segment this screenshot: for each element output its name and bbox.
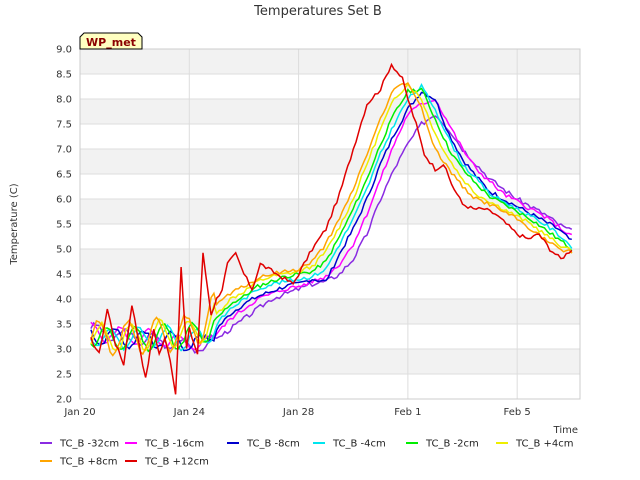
x-tick-label: Feb 5 xyxy=(504,407,531,418)
y-tick-label: 6.0 xyxy=(56,195,72,206)
legend-label: TC_B +12cm xyxy=(144,457,209,468)
grid-band xyxy=(80,49,580,74)
legend-label: TC_B -32cm xyxy=(59,439,119,450)
series-line-8 xyxy=(90,62,573,395)
x-tick-label: Jan 20 xyxy=(63,407,95,418)
legend-label: TC_B -4cm xyxy=(332,439,386,450)
y-tick-label: 5.5 xyxy=(56,220,72,231)
y-axis-ticks: 2.0 2.5 3.0 3.5 4.0 4.5 5.0 5.5 6.0 6.5 7.0 7.5 8.0 8… xyxy=(56,45,72,406)
legend-label: TC_B +4cm xyxy=(515,439,574,450)
y-axis-label: Temperature (C) xyxy=(9,183,20,265)
legend-label: TC_B +8cm xyxy=(59,457,118,468)
y-tick-label: 4.5 xyxy=(56,270,72,281)
legend: TC_B -32cm TC_B -16cm TC_B -8cm TC_B -4cm TC… xyxy=(40,439,574,468)
x-tick-label: Jan 24 xyxy=(173,407,205,418)
y-tick-label: 8.5 xyxy=(56,70,72,81)
grid-band xyxy=(80,99,580,124)
y-tick-label: 8.0 xyxy=(56,95,72,106)
y-tick-label: 3.5 xyxy=(56,320,72,331)
y-tick-label: 7.0 xyxy=(56,145,72,156)
legend-label: TC_B -16cm xyxy=(144,439,204,450)
x-axis-ticks: Jan 20 Jan 24 Jan 28 Feb 1 Feb 5 xyxy=(63,407,530,418)
x-axis-label: Time xyxy=(553,425,578,436)
y-tick-label: 6.5 xyxy=(56,170,72,181)
x-tick-label: Jan 28 xyxy=(282,407,314,418)
y-tick-label: 7.5 xyxy=(56,120,72,131)
series-line-6 xyxy=(90,82,573,352)
legend-label: TC_B -2cm xyxy=(425,439,479,450)
grid-band xyxy=(80,149,580,174)
y-tick-label: 4.0 xyxy=(56,295,72,306)
legend-label: TC_B -8cm xyxy=(246,439,300,450)
grid-band xyxy=(80,349,580,374)
series-line-1 xyxy=(90,115,573,354)
series-line-7 xyxy=(90,81,573,357)
chart-title: Temperatures Set B xyxy=(253,4,382,19)
plot-border xyxy=(79,48,581,400)
series-line-4 xyxy=(90,83,573,352)
series-line-5 xyxy=(90,87,573,353)
y-tick-label: 9.0 xyxy=(56,45,72,56)
y-tick-label: 3.0 xyxy=(56,345,72,356)
series-line-2 xyxy=(90,99,573,351)
y-tick-label: 5.0 xyxy=(56,245,72,256)
y-tick-label: 2.5 xyxy=(56,370,72,381)
x-tick-label: Feb 1 xyxy=(394,407,421,418)
y-tick-label: 2.0 xyxy=(56,395,72,406)
badge-shape xyxy=(79,32,143,50)
badge-label: WP_met xyxy=(86,36,136,49)
grid-band xyxy=(80,299,580,324)
station-badge: WP_met xyxy=(79,32,143,50)
series-lines xyxy=(90,62,573,395)
series-line-3 xyxy=(90,91,572,352)
